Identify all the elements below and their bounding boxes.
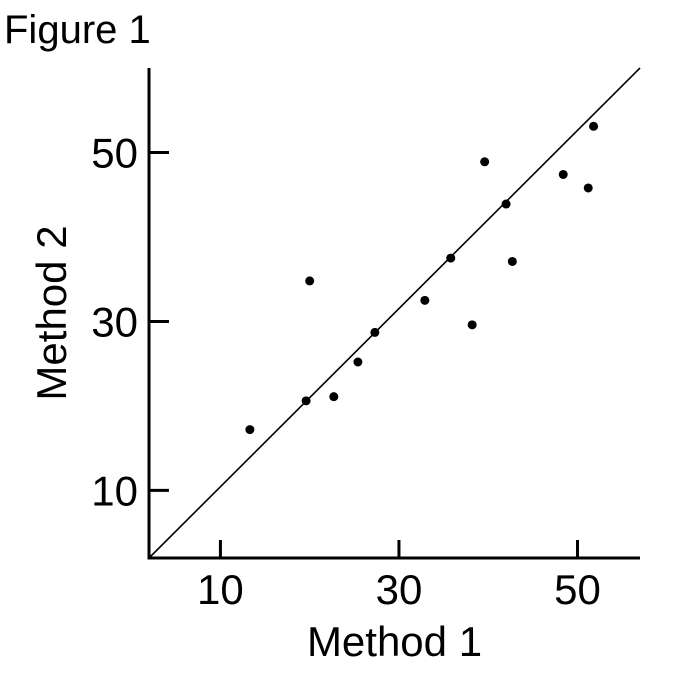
- data-point: [245, 425, 255, 435]
- y-tick-label: 10: [91, 467, 138, 514]
- data-points: [245, 121, 599, 435]
- data-point: [480, 157, 490, 167]
- data-point: [301, 396, 311, 406]
- x-tick-label: 30: [376, 566, 423, 613]
- data-point: [501, 199, 511, 209]
- data-point: [446, 253, 456, 263]
- plot-area: [148, 67, 641, 559]
- data-point: [329, 392, 339, 402]
- data-point: [558, 169, 568, 179]
- y-axis-ticks: 10 30 50: [91, 129, 169, 514]
- x-tick-label: 10: [197, 566, 244, 613]
- y-axis-title: Method 2: [28, 225, 75, 400]
- figure-label: Figure 1: [4, 8, 151, 52]
- data-point: [583, 183, 593, 193]
- data-point: [420, 295, 430, 305]
- y-tick-label: 50: [91, 129, 138, 176]
- data-point: [467, 320, 477, 330]
- x-axis-ticks: 10 30 50: [197, 540, 601, 613]
- data-point: [353, 357, 363, 367]
- data-point: [370, 327, 380, 337]
- data-point: [589, 121, 599, 131]
- x-axis-title: Method 1: [307, 618, 482, 665]
- data-point: [305, 276, 315, 286]
- data-point: [507, 256, 517, 266]
- identity-reference-line: [148, 67, 641, 559]
- y-tick-label: 30: [91, 298, 138, 345]
- x-tick-label: 50: [554, 566, 601, 613]
